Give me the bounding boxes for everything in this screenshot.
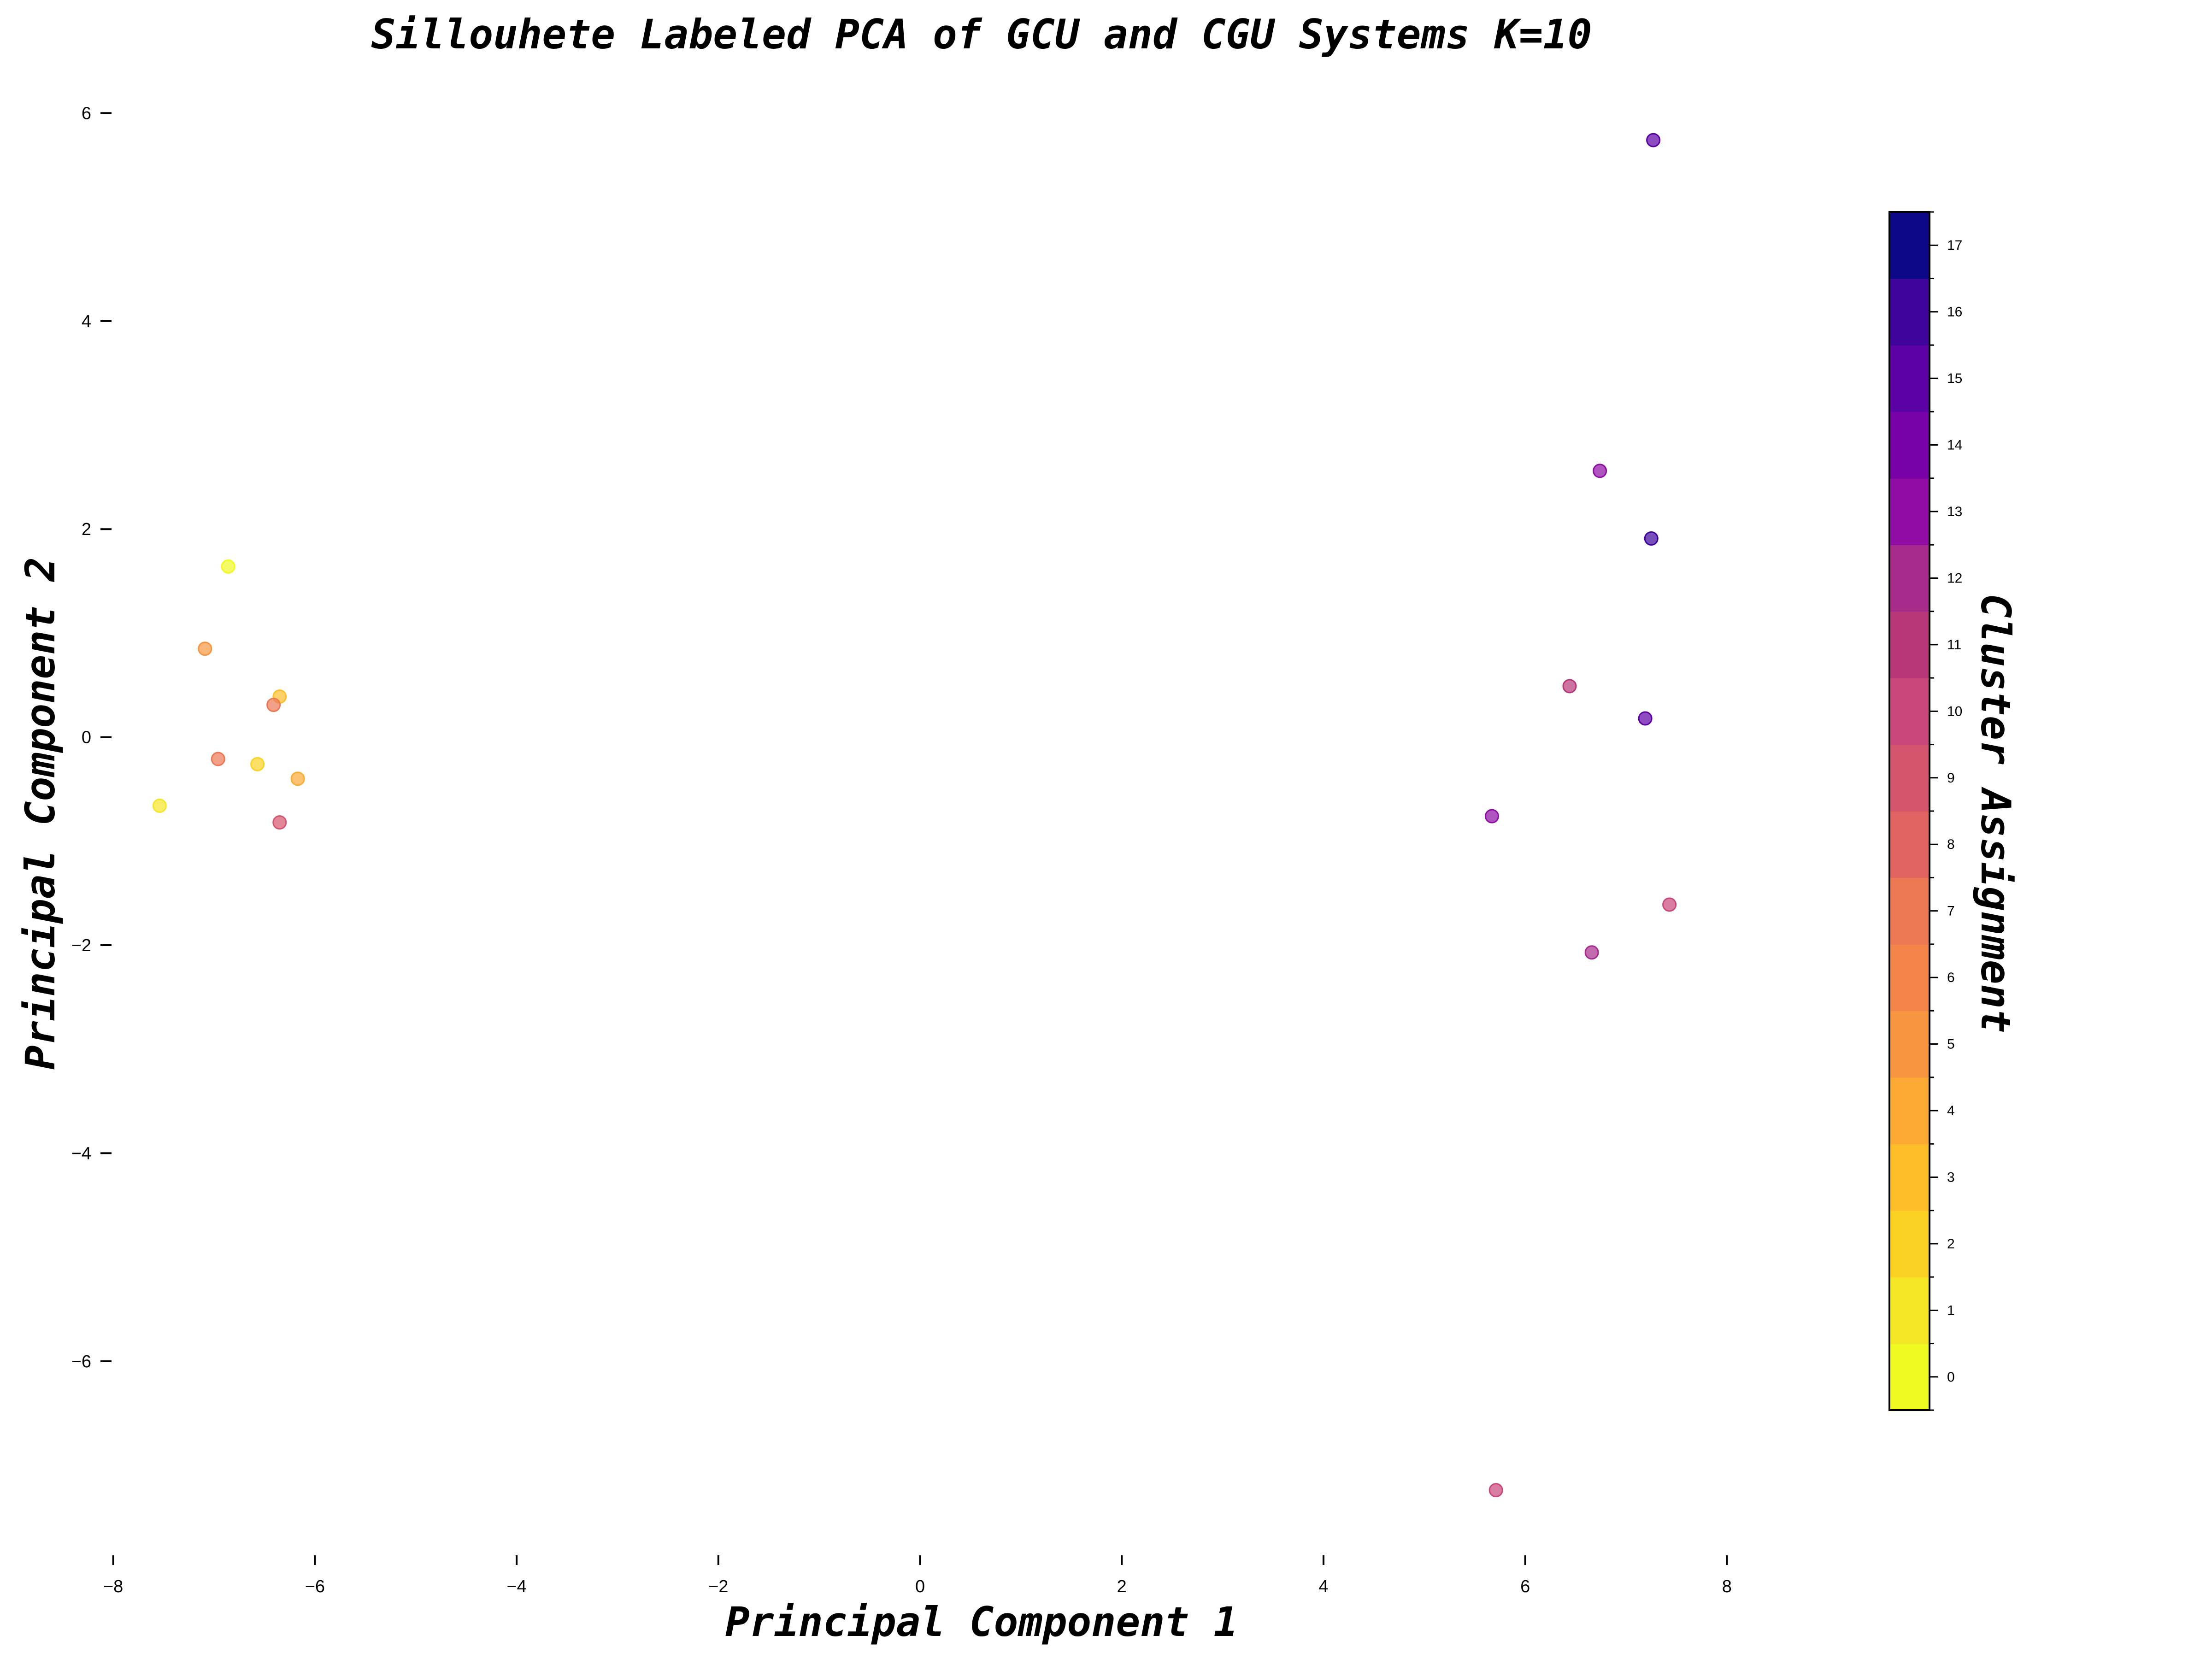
data-point: [1584, 945, 1599, 960]
colorbar-segment: [1889, 744, 1930, 812]
y-tick-label: −2: [71, 936, 91, 955]
x-tick-label: 4: [1318, 1577, 1328, 1596]
colorbar: Cluster Assignment 012345678910111213141…: [1888, 211, 2019, 1411]
x-tick-label: 8: [1722, 1577, 1732, 1596]
colorbar-segment: [1889, 678, 1930, 745]
x-tick-label: −2: [708, 1577, 728, 1596]
colorbar-segment: [1889, 1077, 1930, 1145]
colorbar-tick-label: 14: [1947, 438, 1962, 453]
data-point: [266, 698, 281, 712]
colorbar-tick-label: 17: [1947, 238, 1962, 253]
colorbar-tick-label: 10: [1947, 704, 1962, 719]
y-tick-label: 4: [82, 312, 91, 331]
data-point: [1562, 679, 1577, 694]
colorbar-tick-label: 11: [1947, 637, 1961, 653]
data-point: [221, 559, 235, 574]
data-point: [290, 771, 305, 786]
colorbar-segment: [1889, 1144, 1930, 1211]
colorbar-tick-label: 7: [1947, 904, 1955, 919]
x-tick-label: 2: [1117, 1577, 1127, 1596]
colorbar-tick-label: 0: [1947, 1370, 1955, 1385]
data-point: [272, 815, 287, 830]
colorbar-tick-label: 16: [1947, 305, 1962, 320]
scatter-points: [152, 133, 1677, 1498]
colorbar-tick-label: 2: [1947, 1236, 1955, 1252]
colorbar-segment: [1889, 478, 1930, 546]
data-point: [198, 641, 212, 656]
colorbar-segment: [1889, 345, 1930, 412]
y-tick-label: −4: [71, 1144, 91, 1163]
colorbar-tick-label: 4: [1947, 1103, 1955, 1118]
x-tick-label: −6: [305, 1577, 325, 1596]
x-tick-label: −8: [103, 1577, 123, 1596]
y-tick-label: −6: [71, 1352, 91, 1371]
colorbar-tick-label: 15: [1947, 371, 1962, 386]
colorbar-segment: [1889, 545, 1930, 612]
colorbar-segment: [1889, 877, 1930, 945]
data-point: [1593, 464, 1607, 478]
colorbar-segment: [1889, 212, 1930, 279]
x-tick-label: 6: [1520, 1577, 1530, 1596]
x-axis-label: Principal Component 1: [725, 1598, 1238, 1646]
y-axis: −6 −4 −2 0 2 4 6: [71, 104, 112, 1371]
data-point: [152, 799, 167, 813]
data-point: [1484, 809, 1499, 824]
colorbar-tick-label: 8: [1947, 837, 1955, 852]
colorbar-segment: [1889, 1210, 1930, 1277]
y-tick-label: 0: [82, 728, 91, 747]
x-tick-label: 0: [915, 1577, 925, 1596]
data-point: [250, 757, 265, 771]
colorbar-segment: [1889, 811, 1930, 878]
data-point: [1646, 133, 1661, 147]
colorbar-tick-label: 9: [1947, 771, 1955, 786]
colorbar-segment: [1889, 611, 1930, 678]
data-point: [1638, 711, 1653, 726]
y-axis-label: Principal Component 2: [17, 557, 64, 1070]
colorbar-label: Cluster Assignment: [1972, 594, 2019, 1033]
data-point: [211, 752, 225, 766]
data-point: [1644, 531, 1659, 546]
colorbar-segment: [1889, 1343, 1930, 1411]
colorbar-tick-label: 6: [1947, 970, 1955, 985]
x-axis: −8 −6 −4 −2 0 2 4 6 8: [103, 1555, 1732, 1596]
y-tick-label: 2: [82, 520, 91, 539]
colorbar-segment: [1889, 412, 1930, 479]
data-point: [1662, 897, 1677, 912]
colorbar-segment: [1889, 1011, 1930, 1078]
x-tick-label: −4: [506, 1577, 526, 1596]
colorbar-tick-label: 13: [1947, 504, 1962, 519]
colorbar-tick-label: 5: [1947, 1037, 1955, 1052]
data-point: [1488, 1483, 1503, 1498]
colorbar-segment: [1889, 1277, 1930, 1344]
colorbar-tick-label: 3: [1947, 1170, 1955, 1185]
y-tick-label: 6: [82, 104, 91, 123]
colorbar-tick-label: 1: [1947, 1303, 1955, 1318]
colorbar-segment: [1889, 278, 1930, 346]
chart-title: Sillouhete Labeled PCA of GCU and CGU Sy…: [371, 11, 1592, 58]
colorbar-segment: [1889, 944, 1930, 1012]
colorbar-tick-label: 12: [1947, 571, 1962, 586]
